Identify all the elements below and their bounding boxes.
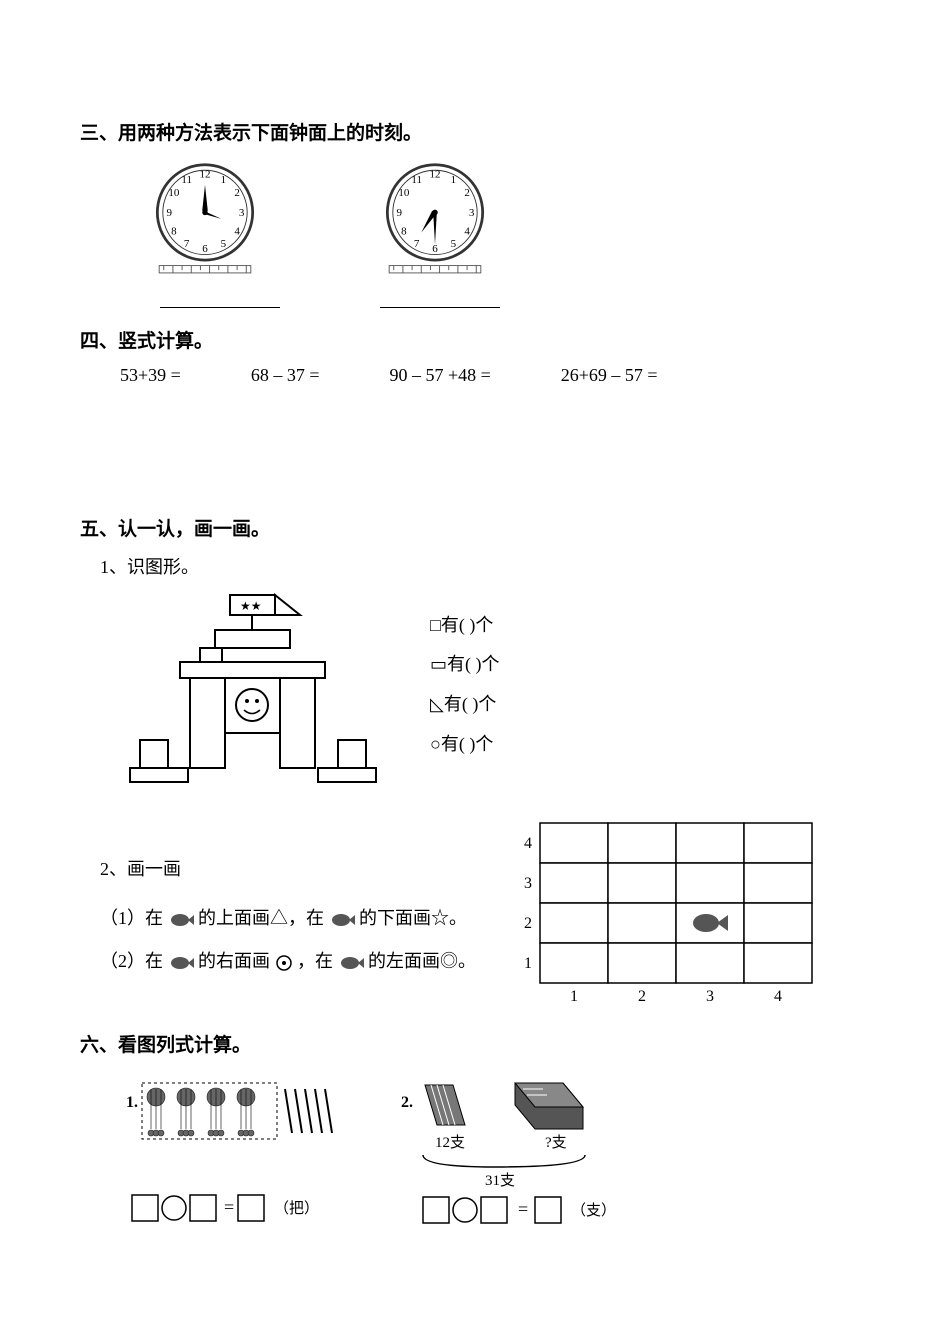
svg-text:5: 5 [221, 238, 227, 250]
section6-row: 1. = （把） 2. [120, 1075, 870, 1245]
svg-text:3: 3 [524, 875, 532, 892]
svg-text:（支）: （支） [571, 1202, 616, 1219]
clock-face-1: 1212 345 678 91011 [150, 157, 260, 277]
section3-title: 三、用两种方法表示下面钟面上的时刻。 [80, 118, 870, 145]
dot-circle-icon [275, 954, 293, 972]
svg-text:=: = [224, 1197, 234, 1217]
clock-row: 1212 345 678 91011 1212 3 [150, 157, 870, 277]
clock-1: 1212 345 678 91011 [150, 157, 260, 277]
calc-row: 53+39 = 68 – 37 = 90 – 57 +48 = 26+69 – … [120, 365, 870, 386]
svg-text:1: 1 [570, 988, 578, 1005]
svg-text:12: 12 [430, 169, 441, 181]
fish-icon [329, 910, 355, 930]
fish-icon [168, 953, 194, 973]
section5-q2: 2、画一画 （1）在 的上面画△，在 的下面画☆。 （2）在 的右面画 ，在 的… [100, 813, 870, 1008]
svg-text:10: 10 [398, 187, 410, 199]
q2-line2: （2）在 的右面画 ，在 的左面画◎。 [100, 940, 510, 983]
svg-text:9: 9 [167, 207, 173, 219]
svg-text:2.: 2. [401, 1094, 413, 1111]
q6-problem-2: 2. 12支 ?支 31支 = （支） [395, 1075, 715, 1245]
answer-line-1[interactable] [160, 291, 280, 308]
svg-text:7: 7 [414, 238, 420, 250]
svg-text:=: = [518, 1199, 528, 1219]
section5-q2-text: 2、画一画 （1）在 的上面画△，在 的下面画☆。 （2）在 的右面画 ，在 的… [100, 838, 510, 984]
svg-text:1.: 1. [126, 1094, 138, 1111]
svg-text:2: 2 [464, 187, 470, 199]
svg-text:?支: ?支 [545, 1134, 567, 1151]
svg-text:（把）: （把） [274, 1200, 319, 1217]
section5-q2-label: 2、画一画 [100, 848, 510, 891]
count-triangle: ◺有( )个 [430, 685, 500, 725]
svg-text:10: 10 [168, 187, 180, 199]
svg-text:7: 7 [184, 238, 190, 250]
pencil-bundle-icon [425, 1085, 465, 1125]
pencil-box-icon [515, 1083, 583, 1129]
fish-icon [168, 910, 194, 930]
svg-text:1: 1 [221, 174, 227, 186]
svg-text:6: 6 [432, 243, 438, 255]
position-grid: 4 3 2 1 1 2 3 4 [510, 813, 820, 1008]
svg-text:8: 8 [171, 225, 177, 237]
count-rect: ▭有( )个 [430, 645, 500, 685]
svg-text:12支: 12支 [435, 1134, 465, 1151]
count-square: □有( )个 [430, 606, 500, 646]
svg-text:6: 6 [202, 243, 208, 255]
svg-text:4: 4 [464, 225, 470, 237]
svg-text:★★: ★★ [240, 599, 262, 613]
section6-title: 六、看图列式计算。 [80, 1030, 870, 1057]
calc-workspace [80, 386, 870, 506]
section5-q1-label: 1、识图形。 [100, 553, 870, 579]
fish-icon [338, 953, 364, 973]
svg-text:5: 5 [451, 238, 457, 250]
svg-text:4: 4 [774, 988, 782, 1005]
svg-text:2: 2 [234, 187, 240, 199]
svg-text:31支: 31支 [485, 1172, 515, 1189]
section5-title: 五、认一认，画一画。 [80, 514, 870, 541]
calc-item-2: 68 – 37 = [251, 365, 320, 386]
svg-text:1: 1 [451, 174, 457, 186]
svg-text:4: 4 [234, 225, 240, 237]
svg-text:3: 3 [469, 207, 475, 219]
q2-line1: （1）在 的上面画△，在 的下面画☆。 [100, 897, 510, 940]
svg-text:8: 8 [401, 225, 407, 237]
svg-text:3: 3 [706, 988, 714, 1005]
shape-count-list: □有( )个 ▭有( )个 ◺有( )个 ○有( )个 [430, 606, 500, 764]
svg-text:1: 1 [524, 955, 532, 972]
svg-text:9: 9 [397, 207, 403, 219]
count-circle: ○有( )个 [430, 725, 500, 765]
clock-2: 1212 345 678 91011 [380, 157, 490, 277]
shape-building-icon: ★★ [120, 585, 380, 785]
calc-item-4: 26+69 – 57 = [561, 365, 658, 386]
section4-title: 四、竖式计算。 [80, 326, 870, 353]
svg-text:11: 11 [411, 174, 422, 186]
svg-text:4: 4 [524, 835, 532, 852]
calc-item-3: 90 – 57 +48 = [389, 365, 490, 386]
svg-text:11: 11 [181, 174, 192, 186]
section5-q1-body: ★★ □有( )个 ▭有( )个 ◺有( )个 ○有( )个 [120, 585, 870, 785]
svg-text:2: 2 [524, 915, 532, 932]
worksheet-page: 三、用两种方法表示下面钟面上的时刻。 1212 345 678 91011 [0, 0, 950, 1344]
clock-face-2: 1212 345 678 91011 [380, 157, 490, 277]
answer-line-2[interactable] [380, 291, 500, 308]
calc-item-1: 53+39 = [120, 365, 181, 386]
svg-text:2: 2 [638, 988, 646, 1005]
svg-text:3: 3 [239, 207, 245, 219]
q6-problem-1: 1. = （把） [120, 1075, 365, 1245]
answer-lines [160, 291, 870, 308]
svg-text:12: 12 [200, 169, 211, 181]
